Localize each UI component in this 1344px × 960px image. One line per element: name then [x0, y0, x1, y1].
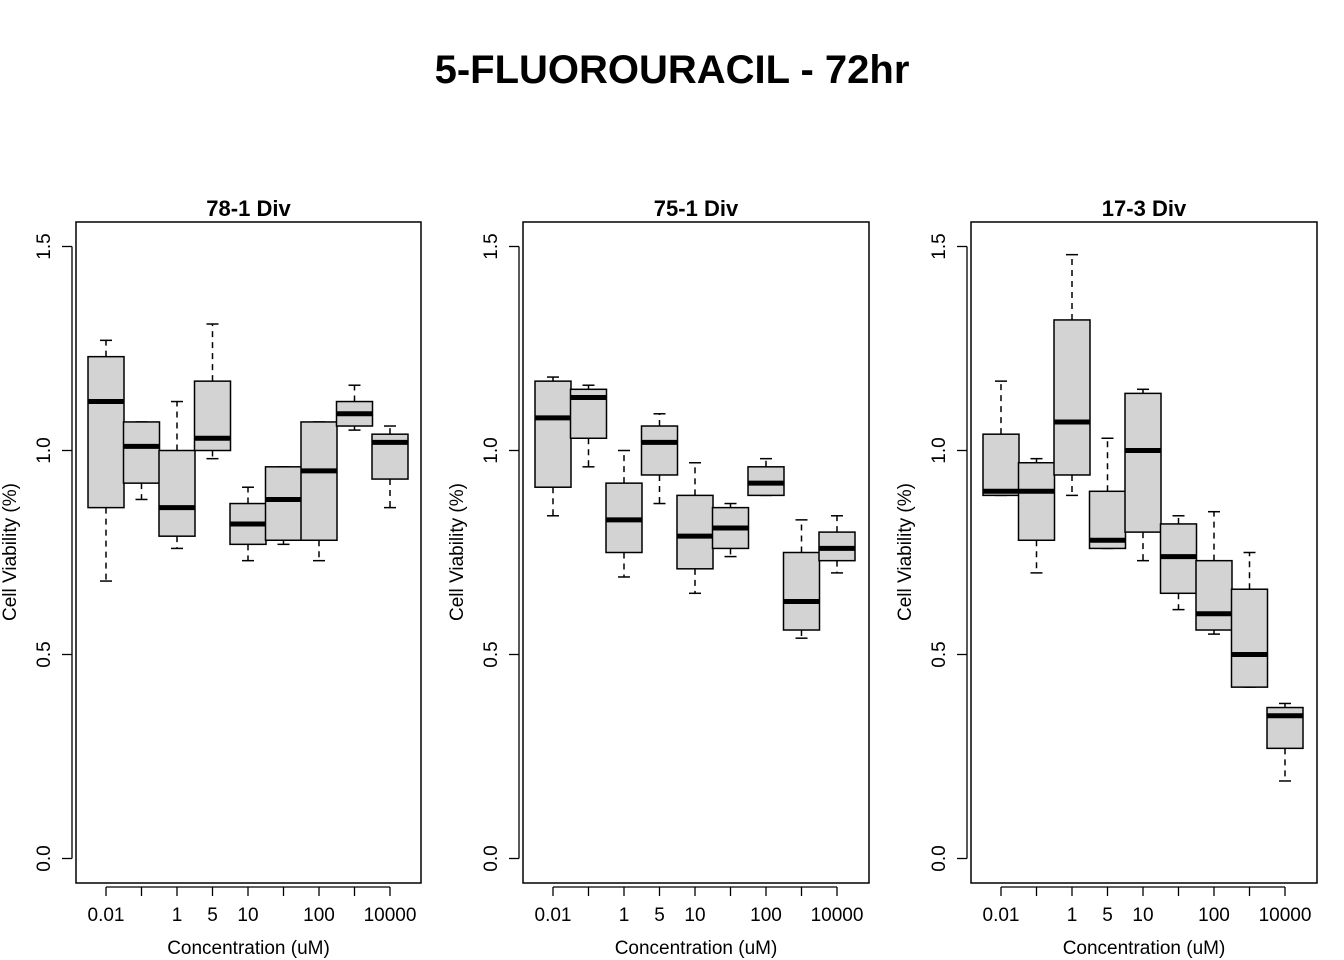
x-tick-label: 0.01: [983, 905, 1020, 926]
y-tick-label: 1.5: [34, 233, 55, 259]
x-tick-label: 5: [207, 905, 218, 926]
box: [1195, 559, 1233, 631]
box: [300, 421, 338, 542]
box: [264, 466, 303, 542]
panel-title: 78-1 Div: [206, 196, 291, 221]
x-tick-label: 10: [237, 905, 258, 926]
panel-title: 75-1 Div: [654, 196, 739, 221]
y-tick-label: 1.5: [929, 233, 950, 259]
y-tick-label: 0.5: [34, 641, 55, 667]
y-tick-label: 0.5: [481, 641, 502, 667]
y-axis-label: Cell Viability (%): [447, 483, 468, 621]
x-tick-label: 1: [619, 905, 630, 926]
x-tick-label: 0.01: [88, 905, 125, 926]
box: [1017, 461, 1056, 542]
box: [1230, 588, 1269, 688]
y-tick-label: 0.5: [929, 641, 950, 667]
y-tick-label: 1.0: [929, 437, 950, 463]
x-tick-label: 10000: [1259, 905, 1312, 926]
box: [534, 380, 572, 488]
box: [1053, 319, 1091, 476]
y-tick-label: 0.0: [481, 845, 502, 871]
x-tick-label: 10000: [364, 905, 417, 926]
x-tick-label: 10: [1132, 905, 1153, 926]
x-axis-label: Concentration (uM): [1063, 938, 1226, 959]
x-tick-label: 100: [750, 905, 782, 926]
box: [782, 551, 821, 631]
y-axis-label: Cell Viability (%): [895, 483, 916, 621]
y-axis-label: Cell Viability (%): [0, 483, 21, 621]
plot-frame: [522, 221, 870, 884]
box: [640, 425, 679, 476]
y-tick-label: 0.0: [34, 845, 55, 871]
x-tick-label: 100: [1198, 905, 1230, 926]
box: [122, 421, 161, 484]
x-tick-label: 0.01: [535, 905, 572, 926]
x-tick-label: 5: [1102, 905, 1113, 926]
x-tick-label: 100: [303, 905, 335, 926]
chart-main-title: 5-FLUOROURACIL - 72hr: [434, 48, 910, 92]
box: [676, 494, 714, 570]
box: [1124, 392, 1162, 533]
plot-frame: [75, 221, 422, 884]
y-tick-label: 1.0: [481, 437, 502, 463]
panel-title: 17-3 Div: [1102, 196, 1187, 221]
x-axis-label: Concentration (uM): [615, 938, 778, 959]
x-tick-label: 5: [654, 905, 665, 926]
x-axis-label: Concentration (uM): [167, 938, 330, 959]
plot-frame: [970, 221, 1318, 884]
box: [158, 449, 196, 537]
x-tick-label: 1: [1067, 905, 1078, 926]
x-tick-label: 1: [172, 905, 183, 926]
y-tick-label: 1.0: [34, 437, 55, 463]
x-tick-label: 10000: [811, 905, 864, 926]
box: [87, 355, 125, 509]
x-tick-label: 10: [684, 905, 705, 926]
box: [982, 433, 1020, 497]
y-tick-label: 0.0: [929, 845, 950, 871]
y-tick-label: 1.5: [481, 233, 502, 259]
